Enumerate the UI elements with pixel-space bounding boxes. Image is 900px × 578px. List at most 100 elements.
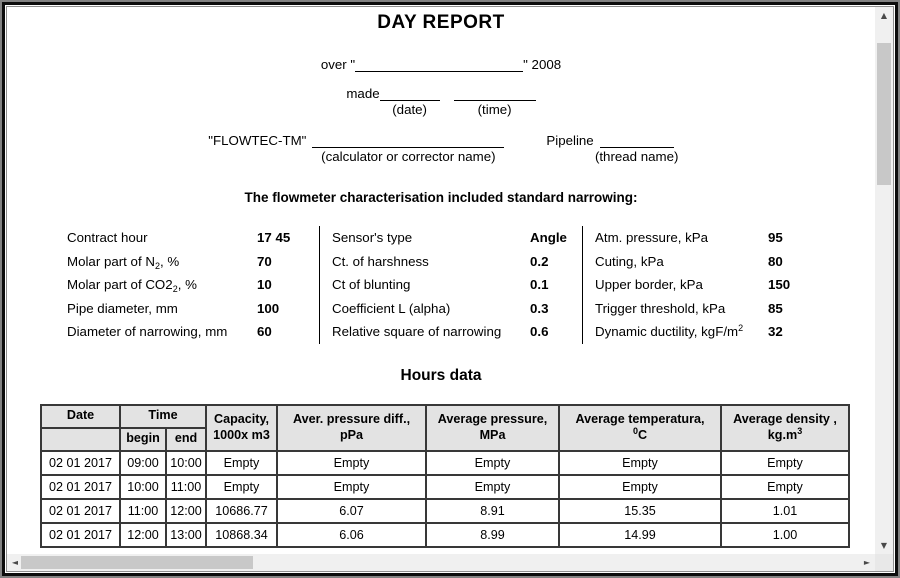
parameter-label: Upper border, kPa xyxy=(595,277,703,293)
made-label: made xyxy=(346,86,380,101)
parameter-label: Ct. of harshness xyxy=(332,253,429,269)
calculator-caption: (calculator or corrector name) xyxy=(321,149,496,164)
table-cell: 02 01 2017 xyxy=(40,497,121,524)
parameter-label: Molar part of CO22, % xyxy=(67,277,197,295)
table-cell: 10868.34 xyxy=(205,521,279,548)
parameter-row: Upper border, kPa 150 xyxy=(595,273,847,297)
parameter-value: 0.1 xyxy=(530,277,549,293)
col-pressure-header: Average pressure, MPa xyxy=(425,403,561,452)
parameter-label: Relative square of narrowing xyxy=(332,324,502,340)
col-end-header: end xyxy=(164,426,208,452)
table-cell: Empty xyxy=(425,449,561,476)
table-cell: 8.99 xyxy=(425,521,561,548)
scroll-up-button[interactable]: ▲ xyxy=(875,7,893,24)
table-cell: Empty xyxy=(205,473,279,500)
parameter-label: Trigger threshold, kPa xyxy=(595,300,726,316)
table-cell: 13:00 xyxy=(164,521,208,548)
parameter-row: Atm. pressure, kPa 95 xyxy=(595,226,847,250)
parameter-label: Atm. pressure, kPa xyxy=(595,230,709,246)
parameter-value: 85 xyxy=(768,300,783,316)
hours-heading: Hours data xyxy=(400,366,482,384)
parameter-row: Diameter of narrowing, mm 60 xyxy=(67,320,319,344)
table-cell: 15.35 xyxy=(558,497,723,524)
parameter-row: Contract hour 17 45 xyxy=(67,226,319,250)
parameter-value: 150 xyxy=(768,277,791,293)
table-cell: 02 01 2017 xyxy=(40,521,121,548)
table-cell: Empty xyxy=(425,473,561,500)
parameter-value: 32 xyxy=(768,324,783,340)
table-cell: 14.99 xyxy=(558,521,723,548)
thread-caption: (thread name) xyxy=(594,149,679,164)
col-begin-header: begin xyxy=(119,426,167,452)
table-cell: 02 01 2017 xyxy=(40,473,121,500)
table-cell: Empty xyxy=(558,473,723,500)
parameter-row: Dynamic ductility, kgF/m2 32 xyxy=(595,320,847,344)
report-viewport: DAY REPORT over " " 2008 made (date) (time)… xyxy=(7,7,893,571)
parameter-value: 0.6 xyxy=(530,324,549,340)
calculator-field: (calculator or corrector name) xyxy=(312,133,505,164)
parameter-row: Trigger threshold, kPa 85 xyxy=(595,297,847,321)
vertical-scroll-thumb[interactable] xyxy=(877,43,891,185)
vertical-scrollbar[interactable]: ▲ ▼ xyxy=(875,7,893,554)
parameter-row: Pipe diameter, mm 100 xyxy=(67,297,319,321)
parameter-label: Dynamic ductility, kgF/m2 xyxy=(595,323,744,340)
scroll-down-icon: ▼ xyxy=(880,540,888,550)
parameter-row: Sensor's type Angle xyxy=(332,226,582,250)
table-header-row-2: begin end xyxy=(40,426,849,452)
parameter-value: 0.3 xyxy=(530,300,549,316)
over-suffix: " 2008 xyxy=(523,57,562,72)
frame-highlight: DAY REPORT over " " 2008 made (date) (time)… xyxy=(5,5,895,573)
table-cell: Empty xyxy=(276,473,428,500)
parameter-label: Coefficient L (alpha) xyxy=(332,300,451,316)
table-cell: 6.07 xyxy=(276,497,428,524)
horizontal-scroll-thumb[interactable] xyxy=(21,556,253,569)
table-row: 02 01 2017 11:00 12:00 10686.77 6.07 8.91 15.3… xyxy=(40,497,851,524)
table-cell: Empty xyxy=(720,473,851,500)
table-cell: 10:00 xyxy=(119,473,167,500)
parameter-column-3: Atm. pressure, kPa 95 Cuting, kPa 80 Upper b… xyxy=(582,226,847,344)
table-cell: Empty xyxy=(276,449,428,476)
parameter-label: Contract hour xyxy=(67,230,148,246)
frame-shadow: DAY REPORT over " " 2008 made (date) (time)… xyxy=(6,6,894,572)
thread-field: (thread name) xyxy=(595,133,678,164)
scrollbar-corner xyxy=(875,554,893,571)
date-field: (date) xyxy=(379,86,440,117)
scroll-right-button[interactable]: ► xyxy=(859,554,875,571)
report-document: DAY REPORT over " " 2008 made (date) (time)… xyxy=(7,7,875,571)
table-row: 02 01 2017 10:00 11:00 Empty Empty Empty Empty… xyxy=(40,473,851,500)
table-cell: 12:00 xyxy=(164,497,208,524)
scroll-left-button[interactable]: ◄ xyxy=(7,554,23,571)
parameter-value: Angle xyxy=(530,230,567,246)
table-cell: 11:00 xyxy=(119,497,167,524)
date-caption: (date) xyxy=(392,102,427,117)
table-cell: Empty xyxy=(720,449,851,476)
parameter-value: 80 xyxy=(768,253,783,269)
made-line: made (date) (time) xyxy=(7,86,875,117)
parameter-label: Sensor's type xyxy=(332,230,413,246)
hours-table: Date Time Capacity, 1000x m3 Aver. pressu… xyxy=(40,403,851,548)
parameter-label: Molar part of N2, % xyxy=(67,253,180,271)
horizontal-scrollbar[interactable]: ◄ ► xyxy=(7,554,875,571)
parameter-value: 70 xyxy=(257,253,272,269)
pipeline-label: Pipeline xyxy=(546,133,594,148)
parameter-column-1: Contract hour 17 45 Molar part of N2, % 70 M… xyxy=(67,226,319,344)
scroll-down-button[interactable]: ▼ xyxy=(875,537,893,554)
parameter-value: 17 45 xyxy=(257,230,291,246)
table-cell: Empty xyxy=(205,449,279,476)
col-temperature-header: Average temperatura, 0C xyxy=(558,403,723,452)
table-row: 02 01 2017 12:00 13:00 10868.34 6.06 8.99 14.9… xyxy=(40,521,851,548)
parameter-label: Cuting, kPa xyxy=(595,253,664,269)
over-prefix: over " xyxy=(320,57,356,72)
parameter-value: 10 xyxy=(257,277,272,293)
table-body: 02 01 2017 09:00 10:00 Empty Empty Empty Empty… xyxy=(40,449,851,548)
table-header-row-1: Date Time Capacity, 1000x m3 Aver. pressu… xyxy=(40,403,851,452)
table-row: 02 01 2017 09:00 10:00 Empty Empty Empty Empty… xyxy=(40,449,851,476)
flowtec-label: "FLOWTEC-TM" xyxy=(208,133,307,148)
table-cell: 1.01 xyxy=(720,497,851,524)
scroll-right-icon: ► xyxy=(863,557,871,567)
table-cell: Empty xyxy=(558,449,723,476)
report-title: DAY REPORT xyxy=(377,12,505,33)
section-heading: The flowmeter characterisation included … xyxy=(244,190,638,205)
